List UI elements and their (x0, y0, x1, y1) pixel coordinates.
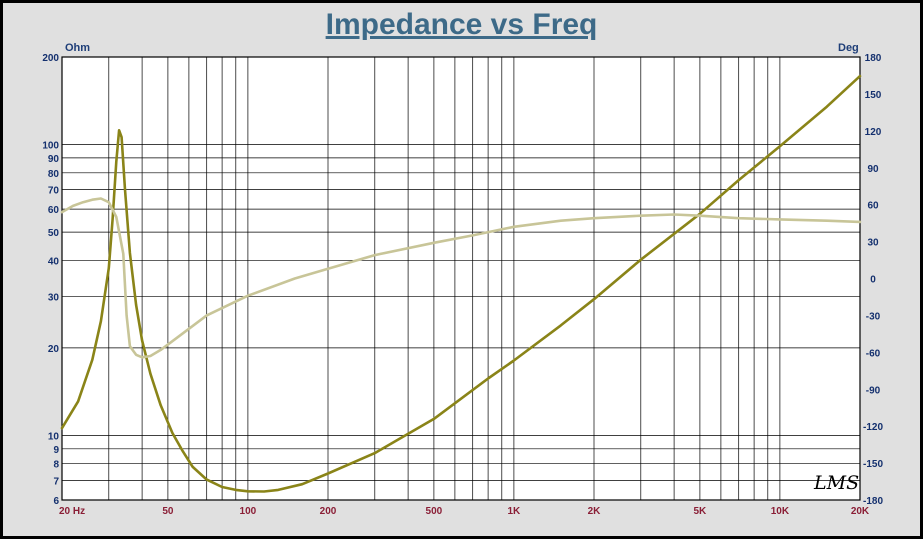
right-y-tick-label: 60 (867, 201, 879, 212)
left-y-tick-label: 7 (53, 477, 59, 488)
right-y-tick-label: -120 (863, 422, 883, 433)
right-y-tick-label: 180 (865, 53, 882, 64)
plot-area (61, 56, 861, 501)
x-tick-label: 20K (851, 506, 870, 517)
left-y-tick-label: 200 (42, 53, 59, 64)
grid-layer (61, 56, 861, 501)
chart-title: Impedance vs Freq (325, 8, 598, 41)
tick-labels: 20 Hz 50 100 200 500 1K 2K 5K 10K 20K678910203040… (42, 53, 883, 517)
left-y-tick-label: 10 (48, 432, 60, 443)
right-y-tick-label: 30 (867, 238, 879, 249)
x-tick-label: 20 Hz (59, 506, 85, 517)
x-tick-label: 200 (320, 506, 337, 517)
right-y-tick-label: -60 (866, 348, 881, 359)
left-y-tick-label: 8 (53, 460, 59, 471)
left-y-tick-label: 30 (48, 293, 60, 304)
right-axis-unit: Deg (838, 42, 859, 54)
x-tick-label: 500 (426, 506, 443, 517)
left-y-tick-label: 100 (42, 141, 59, 152)
series-layer (60, 74, 862, 493)
lms-signature: LMS (814, 472, 860, 494)
x-tick-label: 2K (588, 506, 602, 517)
left-axis-unit: Ohm (65, 42, 91, 54)
x-tick-label: 10K (771, 506, 790, 517)
left-y-tick-label: 90 (48, 154, 60, 165)
right-y-tick-label: 150 (865, 90, 882, 101)
x-tick-label: 1K (508, 506, 522, 517)
right-y-tick-label: -90 (866, 385, 881, 396)
right-y-tick-label: -30 (866, 311, 881, 322)
right-y-tick-label: -150 (863, 459, 883, 470)
left-y-tick-label: 20 (48, 344, 60, 355)
right-y-tick-label: 90 (867, 164, 879, 175)
left-y-tick-label: 60 (48, 205, 60, 216)
x-tick-label: 50 (162, 506, 174, 517)
left-y-tick-label: 9 (53, 445, 59, 456)
right-y-tick-label: -180 (863, 496, 883, 507)
left-y-tick-label: 50 (48, 228, 60, 239)
left-y-tick-label: 70 (48, 186, 60, 197)
left-y-tick-label: 6 (53, 496, 59, 507)
x-tick-label: 5K (694, 506, 708, 517)
phase-series-line (60, 197, 862, 359)
impedance-series-line (60, 74, 862, 493)
x-tick-label: 100 (240, 506, 257, 517)
left-y-tick-label: 80 (48, 169, 60, 180)
right-y-tick-label: 120 (865, 127, 882, 138)
right-y-tick-label: 0 (870, 275, 876, 286)
left-y-tick-label: 40 (48, 256, 60, 267)
